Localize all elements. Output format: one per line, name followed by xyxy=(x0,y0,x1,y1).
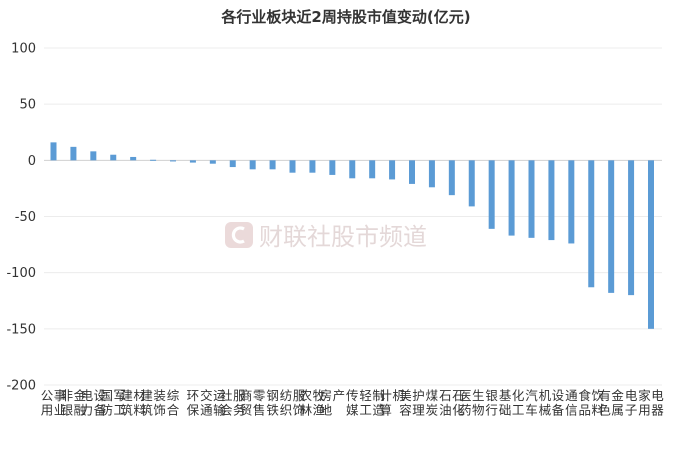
x-tick-label: 有色金属 xyxy=(598,388,624,418)
x-tick-label: 综合 xyxy=(167,388,180,418)
x-tick-label: 轻工制造 xyxy=(359,388,385,418)
cls-logo-mark xyxy=(231,226,245,244)
x-tick-label: 机械设备 xyxy=(539,388,565,418)
x-tick-label: 石油石化 xyxy=(439,388,465,418)
bar xyxy=(528,160,535,238)
x-tick-label: 医药生物 xyxy=(459,388,485,418)
watermark: 财联社股市频道 xyxy=(225,222,427,251)
x-tick-label: 传媒 xyxy=(346,388,359,418)
bar xyxy=(628,160,635,296)
x-tick-label: 社会服务 xyxy=(220,388,246,418)
chart-title: 各行业板块近2周持股市值变动(亿元) xyxy=(220,8,470,26)
bar xyxy=(110,154,117,161)
bar xyxy=(289,160,296,173)
bar xyxy=(50,142,57,161)
bar xyxy=(488,160,495,229)
x-tick-label: 汽车 xyxy=(525,388,538,418)
x-tick-label: 基础化工 xyxy=(499,388,525,418)
bar xyxy=(409,160,415,184)
bar xyxy=(90,151,97,161)
x-tick-label: 钢铁 xyxy=(266,388,279,418)
y-axis-ticks: 100 50 0 -50 -100 -150 -200 xyxy=(6,42,36,394)
x-tick-label: 农林牧渔 xyxy=(300,388,326,418)
bar xyxy=(648,160,654,329)
x-tick-label: 食品饮料 xyxy=(578,388,604,418)
bar xyxy=(448,160,455,196)
bar xyxy=(249,160,256,170)
watermark-text: 财联社股市频道 xyxy=(259,223,427,251)
bar xyxy=(130,156,137,161)
x-tick-label: 国防军工 xyxy=(100,388,126,418)
bar xyxy=(369,160,376,179)
y-tick-label: 0 xyxy=(28,154,36,169)
bar xyxy=(349,160,356,179)
x-tick-label: 煤炭 xyxy=(426,388,439,418)
bar xyxy=(389,160,396,180)
bar xyxy=(150,159,157,161)
bar xyxy=(428,160,435,188)
x-tick-label: 环保 xyxy=(187,388,200,418)
x-tick-label: 建筑装饰 xyxy=(140,388,166,418)
x-tick-label: 电子 xyxy=(625,388,638,418)
y-tick-label: 100 xyxy=(11,42,36,57)
cls-logo-icon xyxy=(225,222,253,248)
bar xyxy=(309,160,316,173)
x-tick-label: 建筑材料 xyxy=(120,388,146,418)
bar xyxy=(209,160,216,164)
x-axis-labels: 公用事业非银金融电力设备国防军工建筑材料建筑装饰综合环保交通运输社会服务商贸零售… xyxy=(41,388,665,418)
bar xyxy=(608,160,615,293)
x-tick-label: 非银金融 xyxy=(61,388,87,418)
bar xyxy=(229,160,236,168)
x-tick-label: 家用电器 xyxy=(638,388,664,418)
x-tick-label: 银行 xyxy=(485,388,498,418)
bar xyxy=(70,146,77,161)
bar xyxy=(269,160,276,170)
x-tick-label: 电力设备 xyxy=(81,388,107,418)
bar xyxy=(548,160,555,241)
bar xyxy=(588,160,595,288)
x-tick-label: 交通运输 xyxy=(200,388,226,418)
x-tick-label: 计算机 xyxy=(379,388,405,418)
bar xyxy=(468,160,475,207)
y-tick-label: -50 xyxy=(15,210,36,225)
bar xyxy=(329,160,336,175)
bar xyxy=(568,160,575,244)
bar xyxy=(189,160,196,163)
x-tick-label: 房地产 xyxy=(320,388,346,418)
y-tick-label: -150 xyxy=(6,322,36,337)
x-tick-label: 通信 xyxy=(565,388,578,418)
y-tick-label: -100 xyxy=(6,266,36,281)
bar xyxy=(170,160,176,162)
y-tick-label: 50 xyxy=(19,98,36,113)
y-tick-label: -200 xyxy=(6,379,36,394)
x-tick-label: 公用事业 xyxy=(41,388,67,418)
x-tick-label: 商贸零售 xyxy=(240,388,266,418)
bar xyxy=(508,160,515,236)
x-tick-label: 美容护理 xyxy=(399,388,425,418)
x-tick-label: 纺织服饰 xyxy=(280,388,306,418)
bars xyxy=(50,142,654,329)
